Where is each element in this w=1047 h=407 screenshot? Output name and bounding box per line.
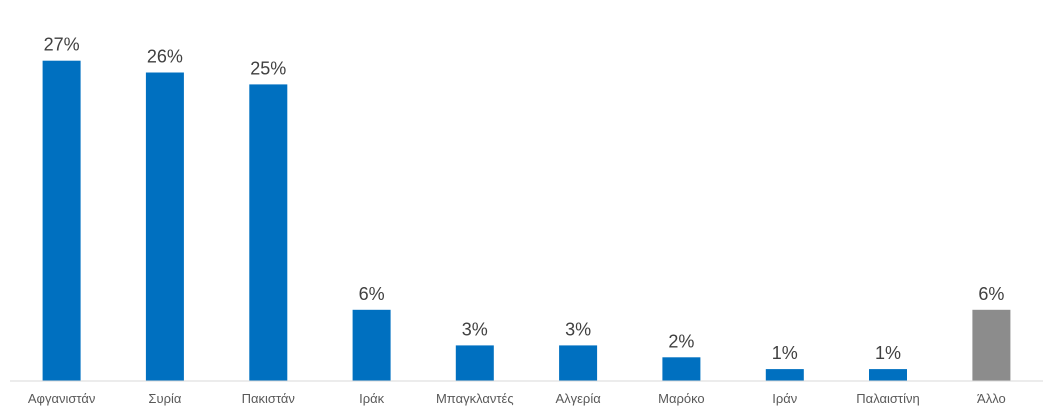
data-label-0: 27% [44, 35, 80, 55]
data-label-6: 2% [668, 331, 694, 351]
category-label-9: Άλλο [977, 391, 1006, 406]
data-label-2: 25% [250, 58, 286, 78]
category-label-8: Παλαιστίνη [856, 391, 919, 406]
data-label-4: 3% [462, 319, 488, 339]
bar-8 [869, 369, 907, 381]
bar-7 [765, 369, 804, 381]
category-label-5: Αλγερία [555, 391, 601, 406]
category-label-3: Ιράκ [359, 391, 385, 406]
category-label-6: Μαρόκο [658, 391, 705, 406]
category-label-1: Συρία [148, 391, 181, 406]
category-label-7: Ιράν [772, 391, 797, 406]
category-label-0: Αφγανιστάν [28, 391, 96, 406]
data-label-7: 1% [772, 343, 798, 363]
category-label-4: Μπαγκλαντές [436, 391, 514, 406]
category-labels-group: Αφγανιστάν Συρία Πακιστάν Ιράκ Μπαγκλαντές Αλ… [28, 391, 1006, 406]
data-label-8: 1% [875, 343, 901, 363]
bar-1 [145, 72, 184, 381]
bar-0 [42, 60, 81, 381]
category-label-2: Πακιστάν [242, 391, 295, 406]
bar-3 [352, 309, 391, 381]
data-label-5: 3% [565, 319, 591, 339]
bar-6 [662, 357, 701, 381]
bar-2 [249, 84, 288, 382]
data-label-9: 6% [978, 284, 1004, 304]
data-label-3: 6% [359, 284, 385, 304]
bar-9 [972, 309, 1011, 381]
bar-5 [559, 345, 598, 381]
bar-4 [455, 345, 494, 381]
bars-group [42, 60, 1011, 382]
data-labels-group: 27% 26% 25% 6% 3% 3% 2% 1% 1% 6% [44, 35, 1005, 363]
data-label-1: 26% [147, 47, 183, 67]
